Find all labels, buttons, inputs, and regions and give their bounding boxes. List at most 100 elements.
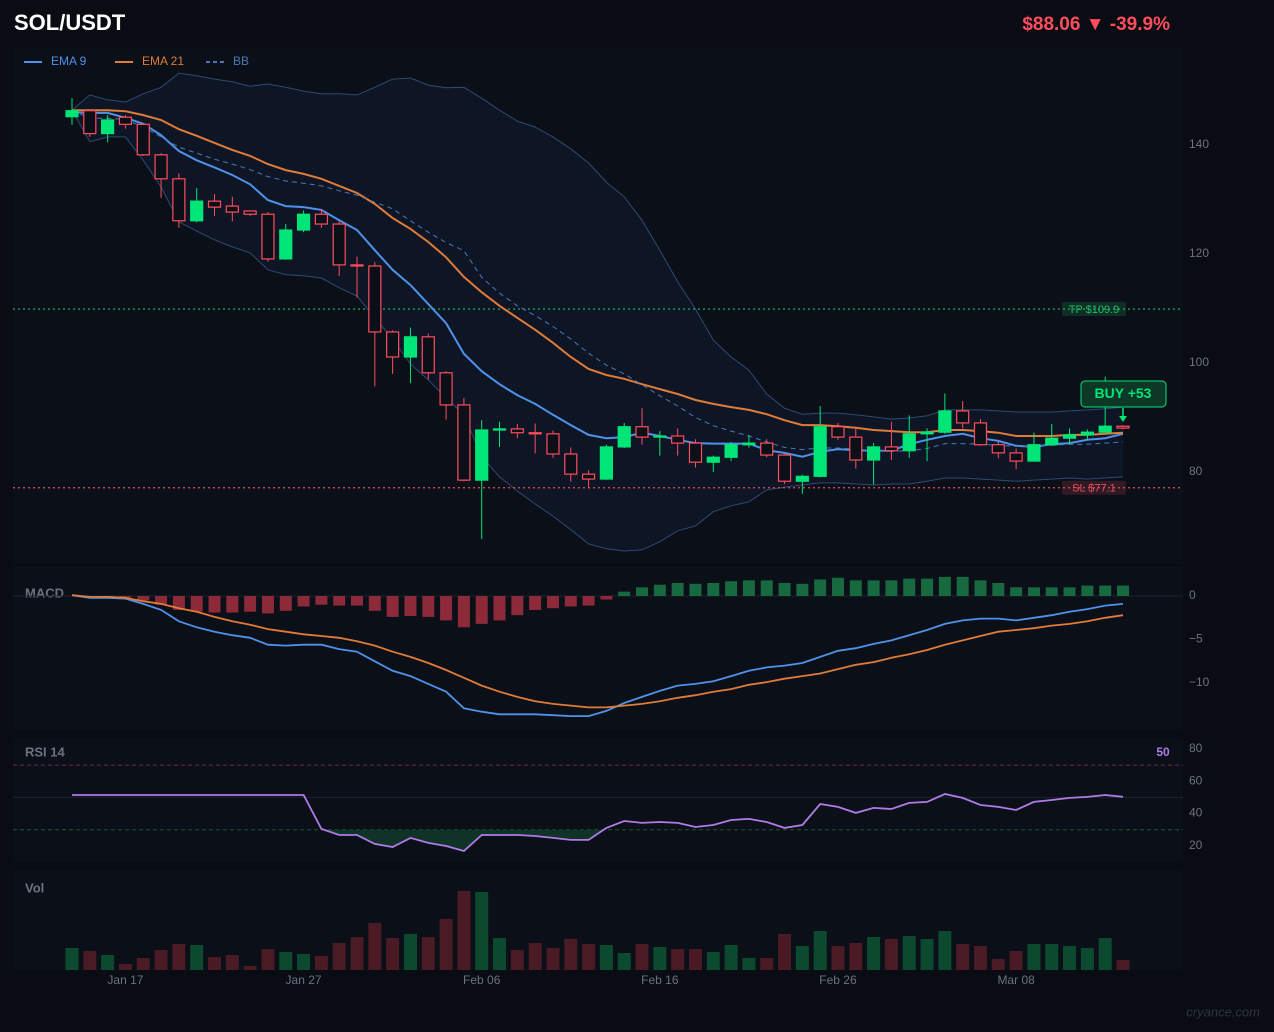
macd-panel bbox=[13, 566, 1183, 730]
candle-body bbox=[314, 213, 328, 225]
volume-bar bbox=[831, 946, 845, 970]
candle-body bbox=[510, 428, 524, 434]
candle-body bbox=[528, 432, 542, 435]
volume-bar bbox=[991, 959, 1005, 970]
volume-bar bbox=[724, 945, 738, 970]
candle-body bbox=[546, 433, 560, 455]
histogram-bar bbox=[1063, 587, 1076, 597]
histogram-bar bbox=[386, 596, 399, 617]
volume-bar bbox=[920, 939, 934, 970]
volume-bar bbox=[546, 948, 560, 970]
volume-bar bbox=[884, 939, 898, 970]
candle-body bbox=[190, 200, 204, 222]
candle-body bbox=[243, 210, 257, 215]
macd-line bbox=[71, 594, 1124, 709]
candle-body bbox=[1080, 431, 1094, 436]
candle-body bbox=[671, 435, 685, 444]
histogram-bar bbox=[671, 582, 684, 597]
histogram-bar bbox=[190, 596, 203, 612]
volume-bar bbox=[386, 938, 400, 970]
histogram-bar bbox=[137, 596, 150, 601]
histogram-bar bbox=[938, 576, 951, 597]
candle-body bbox=[920, 431, 934, 435]
y-tick-label: 60 bbox=[1189, 773, 1203, 787]
volume-bar bbox=[1080, 948, 1094, 970]
histogram-bar bbox=[653, 584, 666, 597]
volume-bar bbox=[493, 938, 507, 970]
histogram-bar bbox=[814, 579, 827, 597]
histogram-bar bbox=[440, 596, 453, 621]
volume-bar bbox=[617, 953, 631, 970]
volume-bar bbox=[778, 934, 792, 970]
annotation-arrowhead bbox=[1119, 416, 1127, 422]
candle-body bbox=[599, 446, 614, 480]
volume-bar bbox=[475, 892, 489, 970]
volume-bar bbox=[1063, 946, 1077, 970]
volume-bar bbox=[1009, 951, 1023, 970]
candle-body bbox=[831, 426, 845, 438]
candle-body bbox=[760, 442, 774, 456]
volume-bar bbox=[225, 955, 239, 970]
volume-bar bbox=[421, 937, 435, 970]
histogram-bar bbox=[1117, 585, 1129, 597]
histogram-bar bbox=[974, 580, 987, 597]
level-label: SL $77.1 bbox=[1072, 483, 1116, 495]
volume-bar bbox=[671, 949, 685, 970]
candle-body bbox=[403, 336, 418, 358]
volume-bar bbox=[813, 931, 827, 970]
volume-bar bbox=[849, 943, 863, 970]
volume-bar bbox=[457, 891, 471, 970]
candle-body bbox=[1062, 434, 1077, 439]
histogram-bar bbox=[1081, 585, 1094, 597]
y-tick-label: 80 bbox=[1189, 464, 1203, 478]
legend-label: EMA 9 bbox=[51, 54, 87, 68]
x-tick-label: Mar 08 bbox=[997, 973, 1035, 987]
volume-bar bbox=[528, 943, 542, 970]
candle-body bbox=[154, 154, 168, 180]
y-tick-label: −10 bbox=[1189, 675, 1210, 689]
volume-bar bbox=[795, 946, 809, 970]
histogram-bar bbox=[778, 582, 791, 597]
volume-bar bbox=[279, 952, 293, 970]
volume-bar bbox=[83, 951, 97, 970]
histogram-bar bbox=[511, 596, 524, 616]
price-change: $88.06 ▼ -39.9% bbox=[1022, 14, 1170, 35]
candle-body bbox=[439, 372, 453, 406]
candle-body bbox=[581, 473, 596, 480]
y-tick-label: 20 bbox=[1189, 838, 1203, 852]
histogram-bar bbox=[546, 596, 559, 609]
histogram-bar bbox=[315, 596, 328, 605]
histogram-bar bbox=[849, 580, 862, 597]
volume-panel bbox=[13, 870, 1183, 970]
histogram-bar bbox=[564, 596, 577, 607]
candle-body bbox=[867, 446, 881, 461]
candle-body bbox=[795, 475, 809, 482]
volume-bar bbox=[172, 944, 186, 970]
histogram-bar bbox=[172, 596, 185, 610]
histogram-bar bbox=[600, 596, 613, 600]
candle-body bbox=[261, 213, 275, 260]
volume-bar bbox=[599, 945, 613, 970]
candle-body bbox=[172, 178, 186, 222]
volume-bar bbox=[1116, 960, 1130, 970]
candle-body bbox=[688, 442, 703, 463]
volume-bar bbox=[243, 966, 257, 970]
histogram-bar bbox=[493, 596, 506, 621]
histogram-bar bbox=[279, 596, 292, 611]
volume-bar bbox=[297, 954, 311, 970]
histogram-bar bbox=[992, 582, 1005, 597]
chart-title: SOL/USDT bbox=[14, 10, 126, 35]
macd-line bbox=[71, 594, 1124, 717]
volume-bar bbox=[564, 939, 578, 970]
x-tick-label: Feb 26 bbox=[819, 973, 857, 987]
y-tick-label: 140 bbox=[1189, 137, 1209, 151]
y-tick-label: −5 bbox=[1189, 632, 1203, 646]
y-tick-label: 0 bbox=[1189, 588, 1196, 602]
histogram-bar bbox=[725, 581, 738, 597]
candle-body bbox=[368, 265, 382, 333]
volume-bar bbox=[332, 943, 346, 970]
candle-body bbox=[83, 110, 97, 135]
candle-body bbox=[902, 433, 916, 452]
y-tick-label: 100 bbox=[1189, 355, 1209, 369]
volume-bar bbox=[154, 950, 168, 970]
